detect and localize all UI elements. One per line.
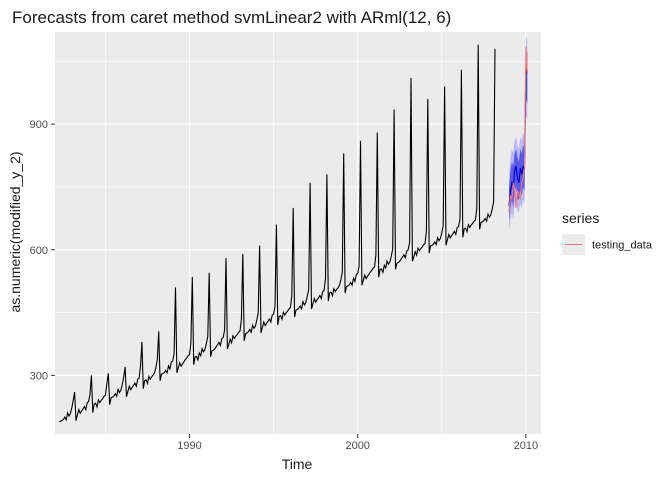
plot-panel [55, 32, 541, 434]
legend-title: series [562, 210, 599, 226]
x-tick-label: 1990 [177, 440, 201, 452]
y-tick-label: 600 [30, 245, 48, 257]
x-tick-label: 2010 [514, 440, 538, 452]
testing-data-line [508, 46, 528, 213]
y-axis-title: as.numeric(modified_y_2) [7, 151, 23, 312]
legend: series testing_data [562, 210, 653, 255]
x-axis-title: Time [282, 456, 313, 472]
history-line [59, 44, 496, 422]
legend-label-testing-data: testing_data [592, 240, 653, 252]
y-tick-label: 900 [30, 119, 48, 131]
gridlines [55, 32, 541, 434]
x-tick-label: 2000 [345, 440, 369, 452]
series-lines [59, 44, 528, 422]
y-tick-label: 300 [30, 370, 48, 382]
axis-ticks: 1990 2000 2010 300 600 900 [30, 119, 538, 452]
chart-title: Forecasts from caret method svmLinear2 w… [12, 8, 451, 27]
